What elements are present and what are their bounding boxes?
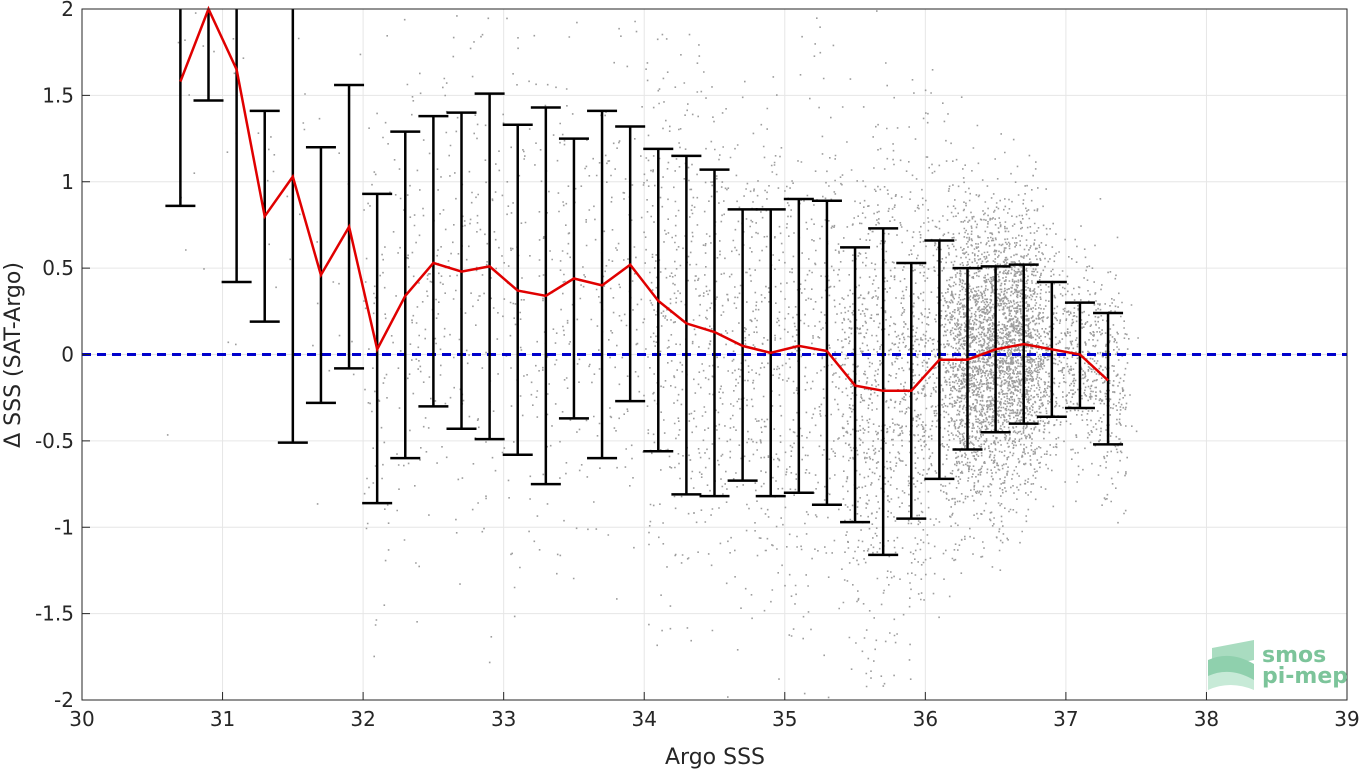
- y-tick-label: 1: [61, 170, 74, 194]
- smos-pimep-logo: smos pi-mep: [1208, 640, 1348, 690]
- x-tick-label: 37: [1053, 707, 1078, 731]
- logo-line2: pi-mep: [1262, 664, 1348, 689]
- y-tick-label: -2: [54, 688, 74, 712]
- y-tick-label: 0.5: [42, 256, 74, 280]
- y-tick-label: 1.5: [42, 83, 74, 107]
- y-tick-label: -1.5: [35, 602, 74, 626]
- error-bars: [165, 9, 1124, 557]
- x-tick-label: 36: [913, 707, 938, 731]
- x-tick-label: 31: [210, 707, 235, 731]
- mean-difference-line: [179, 5, 1109, 393]
- y-tick-label: 0: [61, 343, 74, 367]
- x-tick-label: 33: [491, 707, 516, 731]
- y-tick-label: -0.5: [35, 429, 74, 453]
- x-tick-label: 34: [631, 707, 656, 731]
- x-tick-label: 38: [1194, 707, 1219, 731]
- x-tick-label: 39: [1334, 707, 1359, 731]
- x-axis-ticks: 30 31 32 33 34 35 36 37 38 39: [69, 692, 1360, 731]
- x-tick-label: 32: [350, 707, 375, 731]
- y-tick-label: -1: [54, 515, 74, 539]
- y-axis-ticks: -2 -1.5 -1 -0.5 0 0.5 1 1.5 2: [35, 0, 90, 712]
- x-tick-label: 35: [772, 707, 797, 731]
- x-axis-label: Argo SSS: [665, 745, 765, 770]
- logo-line1: smos: [1262, 643, 1326, 668]
- logo-waves-icon: [1208, 640, 1254, 690]
- y-tick-label: 2: [61, 0, 74, 21]
- y-axis-label: Δ SSS (SAT-Argo): [1, 262, 26, 448]
- x-tick-label: 30: [69, 707, 94, 731]
